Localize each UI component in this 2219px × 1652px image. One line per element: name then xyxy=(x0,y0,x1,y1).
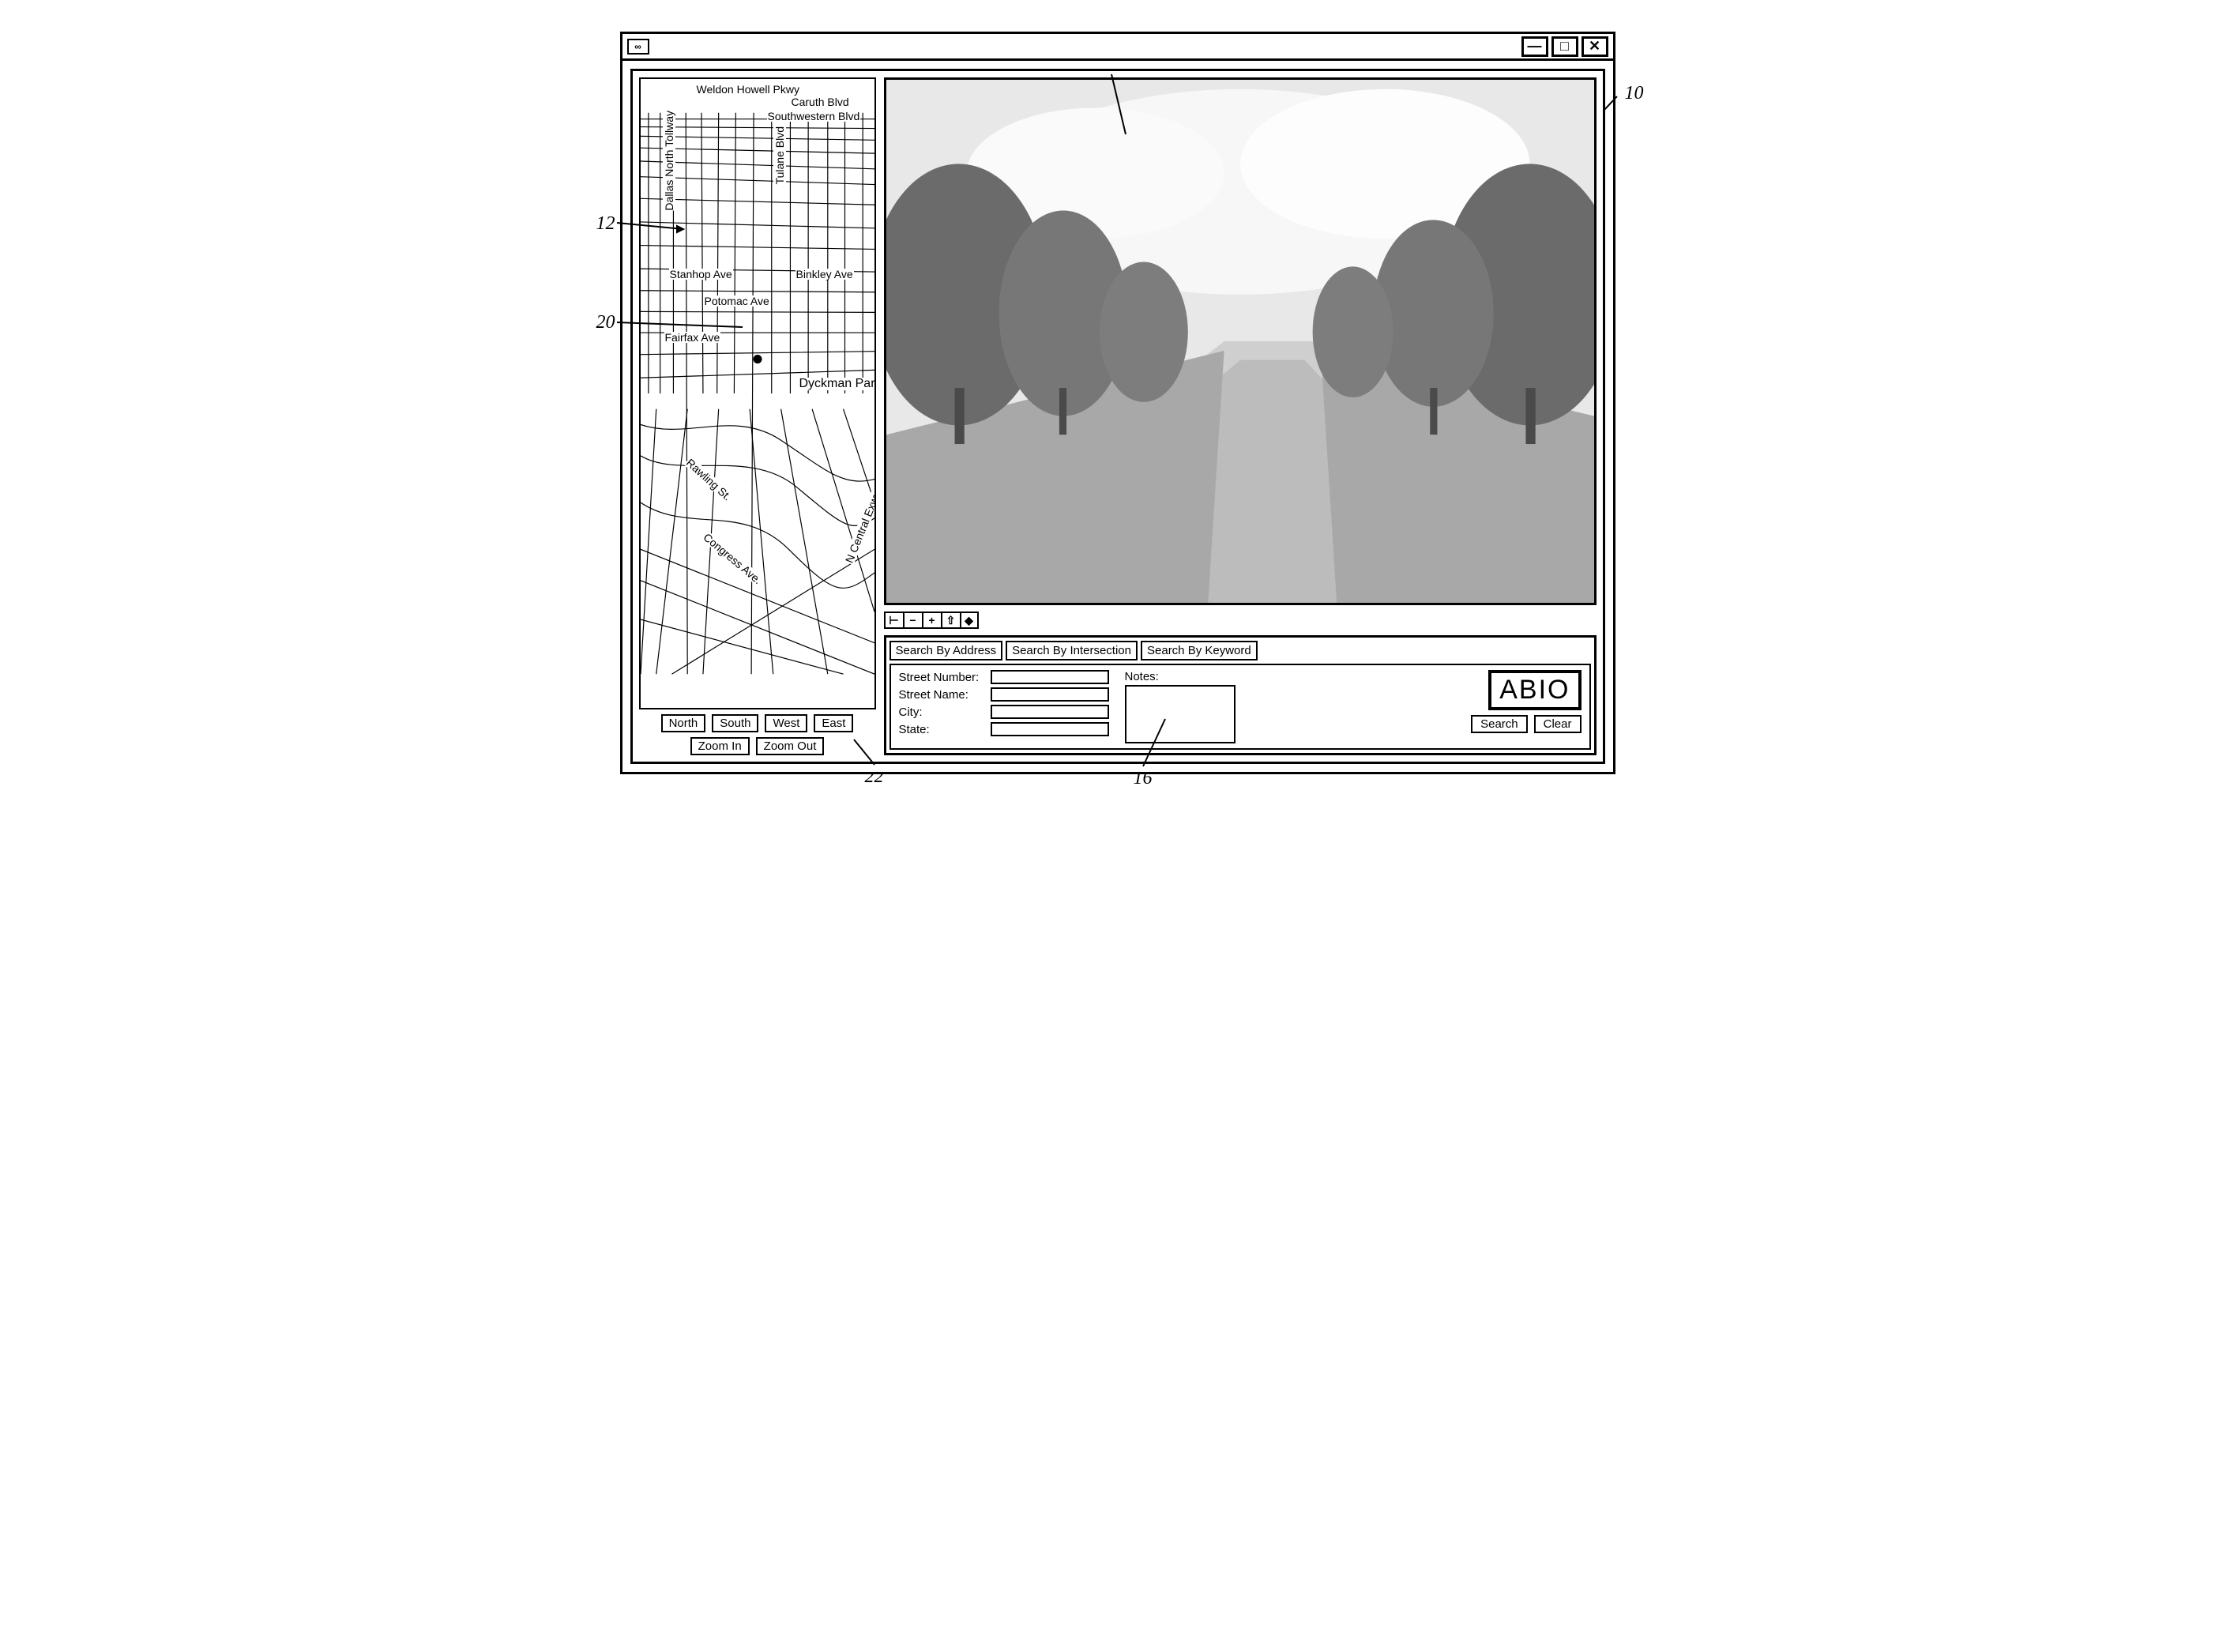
street-name-input[interactable] xyxy=(991,687,1109,702)
map-label-binkley: Binkley Ave xyxy=(795,269,854,280)
map-label-weldon: Weldon Howell Pkwy xyxy=(696,84,800,95)
street-number-label: Street Number: xyxy=(899,671,986,684)
notes-label: Notes: xyxy=(1125,670,1235,683)
map-label-stanhop: Stanhop Ave xyxy=(669,269,733,280)
app-icon: ∞ xyxy=(627,39,649,55)
south-button[interactable]: South xyxy=(712,714,758,732)
titlebar: ∞ — □ ✕ xyxy=(622,34,1613,61)
street-name-label: Street Name: xyxy=(899,688,986,702)
search-button[interactable]: Search xyxy=(1471,715,1528,733)
map-label-caruth: Caruth Blvd xyxy=(791,96,850,107)
map-label-fairfax: Fairfax Ave xyxy=(664,332,721,343)
east-button[interactable]: East xyxy=(814,714,853,732)
close-button[interactable]: ✕ xyxy=(1582,36,1608,57)
zoom-out-button[interactable]: Zoom Out xyxy=(756,737,825,755)
clear-button[interactable]: Clear xyxy=(1534,715,1582,733)
city-label: City: xyxy=(899,706,986,719)
photo-plus-button[interactable]: + xyxy=(922,612,941,629)
minimize-button[interactable]: — xyxy=(1521,36,1548,57)
west-button[interactable]: West xyxy=(765,714,807,732)
map-label-potomac: Potomac Ave xyxy=(704,295,770,307)
city-input[interactable] xyxy=(991,705,1109,719)
tab-search-address[interactable]: Search By Address xyxy=(889,641,1003,660)
state-label: State: xyxy=(899,723,986,736)
maximize-button[interactable]: □ xyxy=(1551,36,1578,57)
street-number-input[interactable] xyxy=(991,670,1109,684)
tab-search-keyword[interactable]: Search By Keyword xyxy=(1141,641,1258,660)
photo-diamond-button[interactable]: ◆ xyxy=(960,612,979,629)
notes-input[interactable] xyxy=(1125,685,1235,743)
photo-minus-button[interactable]: − xyxy=(903,612,922,629)
tab-search-intersection[interactable]: Search By Intersection xyxy=(1006,641,1138,660)
callout-10: 10 xyxy=(1625,83,1644,104)
map-label-tulane: Tulane Blvd xyxy=(773,126,786,184)
callout-12: 12 xyxy=(596,213,615,235)
search-panel: Search By Address Search By Intersection… xyxy=(884,635,1597,755)
photo-toolbar: ⊢ − + ⇧ ◆ xyxy=(884,612,1597,629)
map-label-dyckman: Dyckman Park xyxy=(799,378,876,390)
map-panel[interactable]: Weldon Howell Pkwy Caruth Blvd Southwest… xyxy=(639,77,876,709)
zoom-in-button[interactable]: Zoom In xyxy=(690,737,750,755)
state-input[interactable] xyxy=(991,722,1109,736)
map-label-tollway: Dallas North Tollway xyxy=(663,111,675,211)
street-photo xyxy=(884,77,1597,605)
north-button[interactable]: North xyxy=(661,714,706,732)
callout-20: 20 xyxy=(596,312,615,333)
photo-first-button[interactable]: ⊢ xyxy=(884,612,903,629)
photo-up-button[interactable]: ⇧ xyxy=(941,612,960,629)
brand-logo: ABIO xyxy=(1488,670,1581,710)
map-label-southwestern: Southwestern Blvd xyxy=(767,111,861,122)
